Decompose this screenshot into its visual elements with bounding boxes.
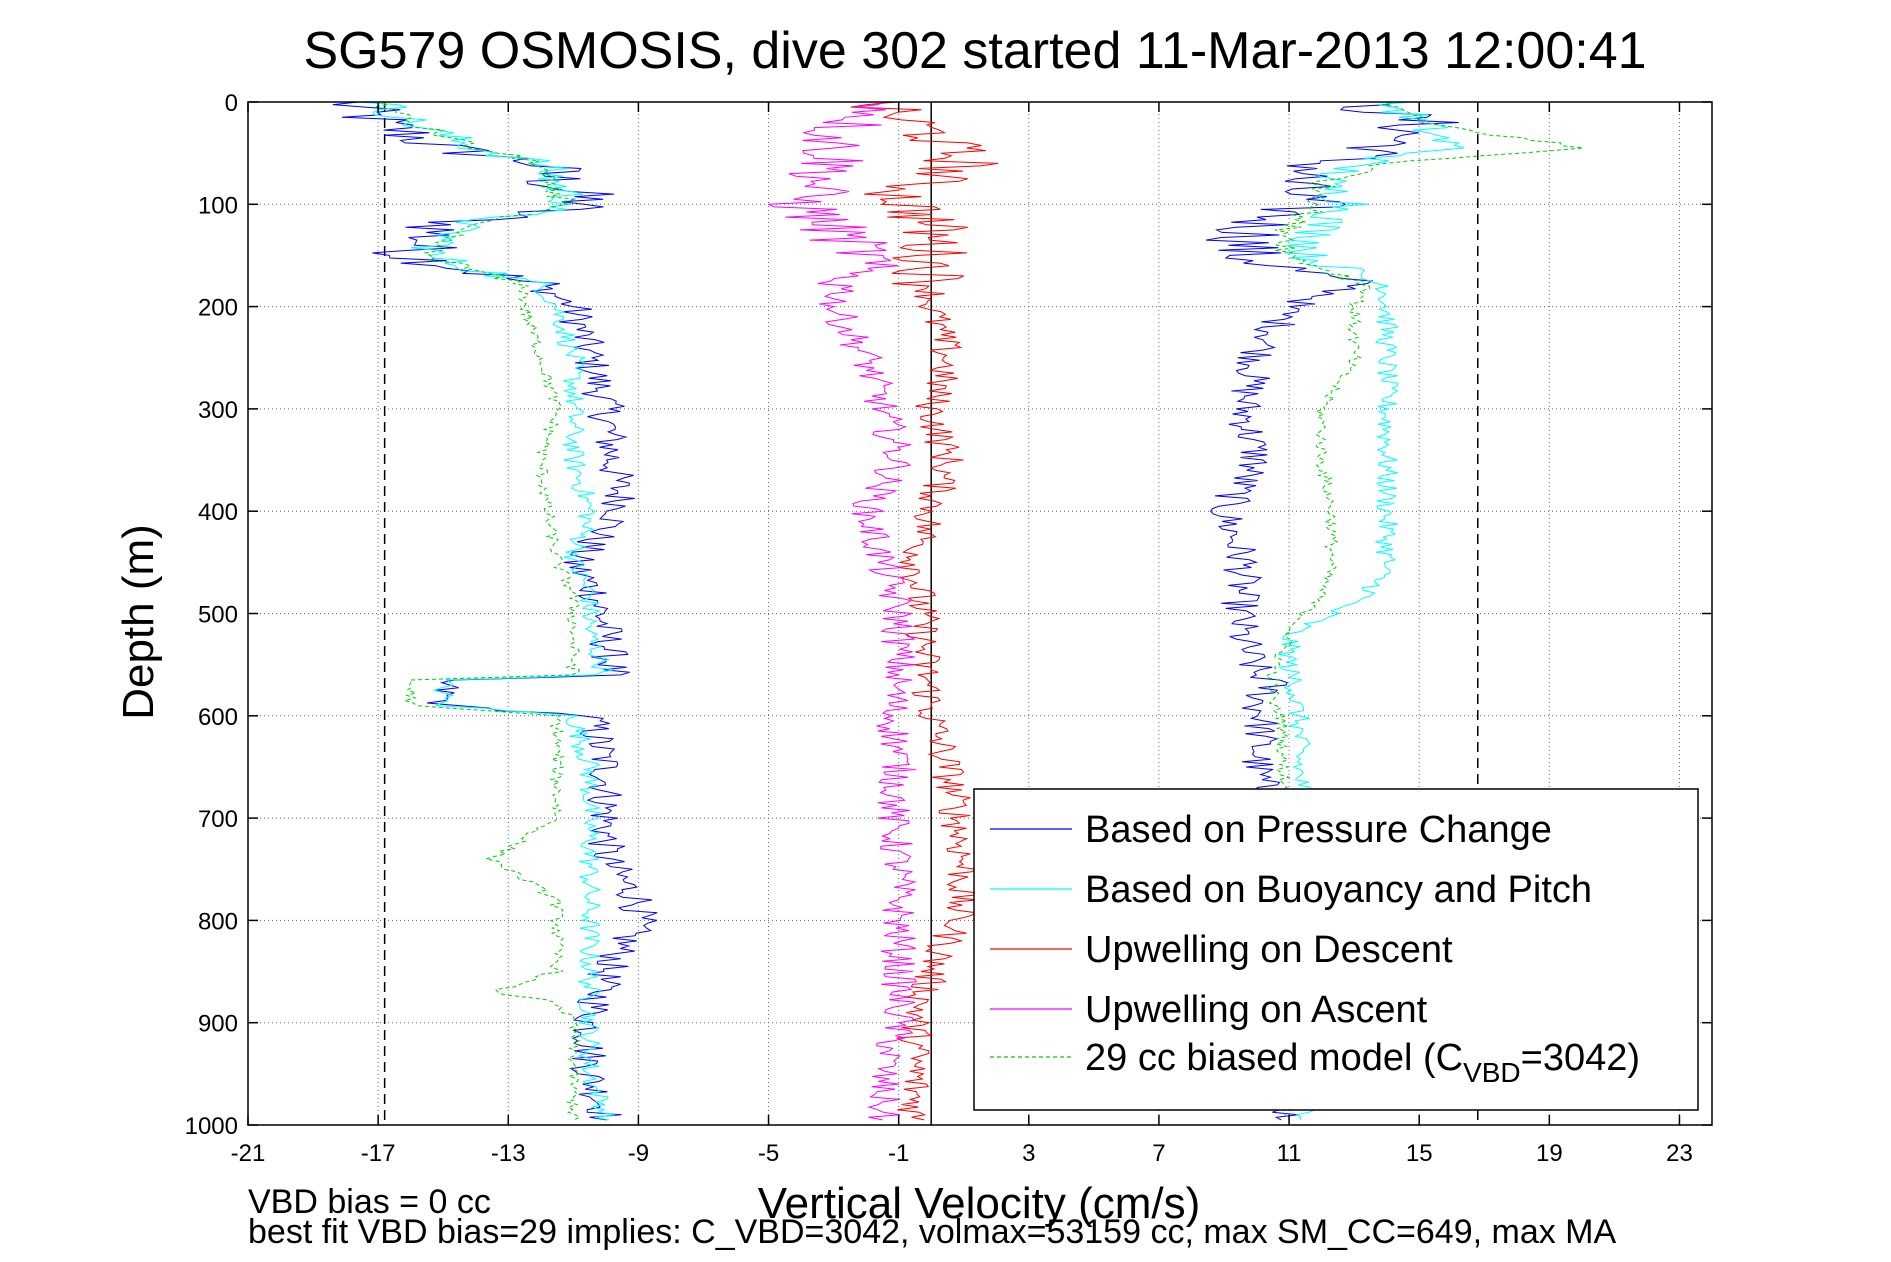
y-tick-label: 400 xyxy=(198,499,238,526)
y-axis-label: Depth (m) xyxy=(114,524,163,720)
x-tick-label: 7 xyxy=(1152,1140,1165,1167)
chart-title: SG579 OSMOSIS, dive 302 started 11-Mar-2… xyxy=(303,22,1646,80)
legend: Based on Pressure Change Based on Buoyanc… xyxy=(973,788,1699,1111)
x-tick-label: -5 xyxy=(758,1140,779,1167)
series-line-descent xyxy=(358,101,615,1121)
footer-fit-line: best fit VBD bias=29 implies: C_VBD=3042… xyxy=(248,1213,1617,1251)
x-tick-label: 19 xyxy=(1536,1140,1563,1167)
series-line-descent xyxy=(332,101,658,1121)
y-tick-label: 1000 xyxy=(185,1113,238,1140)
y-tick-label: 800 xyxy=(198,908,238,935)
x-tick-label: 11 xyxy=(1277,1140,1302,1167)
series-line xyxy=(850,101,999,1121)
x-tick-label: -17 xyxy=(361,1140,396,1167)
x-tick-label: 23 xyxy=(1666,1140,1693,1167)
x-tick-label: 3 xyxy=(1022,1140,1035,1167)
y-tick-label: 100 xyxy=(198,192,238,219)
legend-label: Upwelling on Descent xyxy=(1085,929,1453,971)
legend-label: Based on Buoyancy and Pitch xyxy=(1085,869,1592,911)
footer-bias-line: VBD bias = 0 cc xyxy=(248,1183,491,1221)
y-tick-label: 700 xyxy=(198,806,238,833)
x-tick-label: 15 xyxy=(1406,1140,1433,1167)
legend-label: Upwelling on Ascent xyxy=(1085,989,1428,1031)
x-tick-label: -21 xyxy=(231,1140,266,1167)
y-tick-label: 900 xyxy=(198,1011,238,1038)
series-line-descent xyxy=(373,101,581,1121)
legend-label: 29 cc biased model (CVBD=3042) xyxy=(1085,1037,1640,1088)
y-tick-label: 500 xyxy=(198,602,238,629)
y-tick-label: 0 xyxy=(225,90,238,117)
axes: -21 -17 -13 -9 -5 -1 3 7 11 15 19 23010020030040050… xyxy=(185,90,1713,1167)
x-tick-label: -13 xyxy=(491,1140,526,1167)
legend-box xyxy=(973,788,1699,1111)
x-tick-label: -1 xyxy=(888,1140,909,1167)
y-tick-label: 600 xyxy=(198,704,238,731)
y-tick-label: 300 xyxy=(198,397,238,424)
series-line xyxy=(768,101,917,1121)
legend-label: Based on Pressure Change xyxy=(1085,809,1552,851)
y-tick-label: 200 xyxy=(198,295,238,322)
x-tick-label: -9 xyxy=(628,1140,649,1167)
x-axis-label: Vertical Velocity (cm/s) xyxy=(758,1179,1201,1228)
